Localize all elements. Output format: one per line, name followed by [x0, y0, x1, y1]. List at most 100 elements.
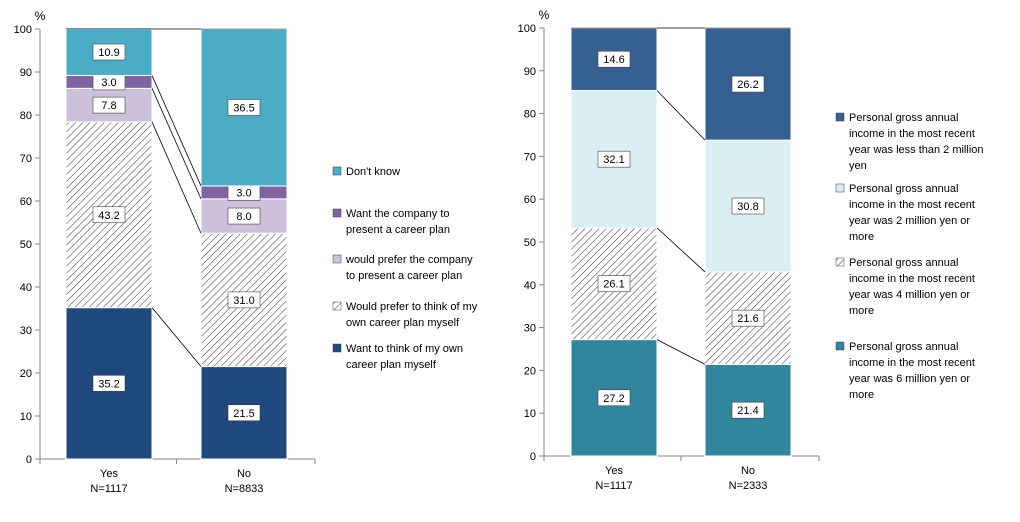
data-label: 31.0: [233, 295, 254, 307]
legend-label: Personal gross annual: [849, 112, 958, 124]
legend-label: income in the most recent: [849, 199, 975, 211]
legend-label: Would prefer to think of my: [346, 301, 478, 313]
series-connector-line: [151, 88, 202, 200]
data-label: 3.0: [101, 77, 116, 89]
y-tick-label: 90: [524, 66, 536, 78]
data-label-box: [731, 401, 765, 419]
legend-swatch: [835, 341, 845, 351]
data-label-box: [92, 96, 126, 114]
legend: Want to think of my own career plan mysel…: [332, 166, 478, 371]
legend-swatch: [835, 183, 845, 193]
data-label-box: [92, 206, 126, 224]
series-connector-line: [151, 307, 202, 367]
data-label-box: [597, 389, 631, 407]
y-tick-label: 80: [524, 109, 536, 121]
y-unit-label: %: [35, 9, 46, 23]
data-label-box: [731, 197, 765, 215]
data-label: 7.8: [101, 100, 116, 112]
data-label: 21.5: [233, 408, 254, 420]
legend-label: own career plan myself: [346, 317, 460, 329]
y-tick-label: 100: [14, 24, 32, 36]
category-n-label: N=2333: [729, 480, 768, 492]
legend-label: to present a career plan: [346, 270, 462, 282]
legend-label: more: [849, 389, 874, 401]
y-tick-label: 10: [20, 411, 32, 423]
y-tick-label: 10: [524, 408, 536, 420]
y-tick-label: 20: [524, 365, 536, 377]
category-n-label: N=8833: [225, 483, 264, 495]
legend-swatch: [332, 166, 342, 176]
y-unit-label: %: [539, 8, 550, 22]
legend-label: Personal gross annual: [849, 257, 958, 269]
chart-1: 0 10 20 30 40 50 60 70 80 90 100% 35.2 43.2 7.8 3.0 10.…: [14, 9, 478, 495]
data-label: 43.2: [98, 210, 119, 222]
legend-label: yen: [849, 160, 867, 172]
legend-label: Personal gross annual: [849, 183, 958, 195]
y-tick-label: 70: [524, 151, 536, 163]
data-label: 30.8: [737, 201, 758, 213]
y-tick-label: 50: [20, 239, 32, 251]
legend-label: would prefer the company: [345, 254, 473, 266]
legend-swatch: [332, 301, 342, 311]
data-label-box: [597, 150, 631, 168]
data-label: 26.2: [737, 79, 758, 91]
y-tick-label: 30: [20, 325, 32, 337]
data-label: 32.1: [603, 154, 624, 166]
data-label: 35.2: [98, 378, 119, 390]
legend-swatch: [835, 112, 845, 122]
legend-label: income in the most recent: [849, 273, 975, 285]
legend-label: year was 2 million yen or: [849, 215, 970, 227]
data-label-box: [92, 375, 126, 392]
y-tick-label: 60: [524, 194, 536, 206]
legend-label: Personal gross annual: [849, 341, 958, 353]
legend-swatch: [332, 254, 342, 264]
category-label: Yes: [605, 465, 623, 477]
legend-label: year was 4 million yen or: [849, 289, 970, 301]
data-label-box: [227, 207, 261, 225]
data-label-box: [731, 309, 765, 327]
data-label-box: [92, 43, 126, 61]
y-tick-label: 100: [518, 23, 536, 35]
legend-label: present a career plan: [346, 224, 450, 236]
y-tick-label: 20: [20, 368, 32, 380]
legend-swatch: [332, 208, 342, 218]
category-label: No: [741, 465, 755, 477]
legend-label: year was 6 million yen or: [849, 373, 970, 385]
series-connector-line: [656, 90, 706, 141]
y-tick-label: 0: [530, 451, 536, 463]
legend-swatch: [835, 257, 845, 267]
data-label-box: [227, 99, 261, 116]
data-label-box: [227, 404, 261, 422]
data-label-box: [227, 291, 261, 309]
legend-label: income in the most recent: [849, 357, 975, 369]
legend-swatch: [332, 343, 342, 353]
legend-label: Don't know: [346, 166, 400, 178]
series-connector-line: [656, 339, 706, 365]
legend-label: career plan myself: [346, 359, 437, 371]
y-tick-label: 80: [20, 110, 32, 122]
data-label: 36.5: [233, 102, 254, 114]
y-tick-label: 50: [524, 237, 536, 249]
data-label: 26.1: [603, 279, 624, 291]
data-label: 8.0: [236, 211, 251, 223]
series-connector-line: [151, 121, 202, 234]
y-tick-label: 0: [26, 454, 32, 466]
series-connector-line: [151, 75, 202, 187]
y-tick-label: 60: [20, 196, 32, 208]
category-label: No: [237, 468, 251, 480]
data-label: 21.6: [737, 313, 758, 325]
data-label: 3.0: [236, 187, 251, 199]
data-label-box: [731, 75, 765, 93]
chart-2: 0 10 20 30 40 50 60 70 80 90 100% 27.2 26.1 32.1 14.6 Y…: [518, 8, 984, 492]
category-label: Yes: [100, 468, 118, 480]
legend-label: more: [849, 305, 874, 317]
legend: Personal gross annual income in the most …: [835, 112, 984, 401]
legend-label: more: [849, 231, 874, 243]
category-n-label: N=1117: [90, 483, 127, 495]
category-n-label: N=1117: [595, 480, 632, 492]
series-connector-line: [656, 227, 706, 273]
y-tick-label: 30: [524, 323, 536, 335]
y-tick-label: 70: [20, 153, 32, 165]
data-label-box: [597, 275, 631, 293]
